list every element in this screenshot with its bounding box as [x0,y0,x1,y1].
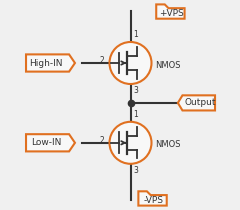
Text: 1: 1 [134,110,138,119]
Text: Output: Output [184,98,216,107]
Text: 2: 2 [100,136,104,145]
Text: 3: 3 [134,166,138,175]
Polygon shape [138,191,167,206]
Polygon shape [26,134,75,151]
Polygon shape [156,4,185,19]
Text: High-IN: High-IN [29,59,63,67]
Circle shape [109,42,151,84]
Text: 3: 3 [134,86,138,95]
Text: NMOS: NMOS [155,61,180,70]
Polygon shape [178,95,215,110]
Text: +VPS: +VPS [159,9,184,18]
Polygon shape [26,54,75,72]
Text: -VPS: -VPS [144,196,163,205]
Text: Low-IN: Low-IN [31,138,61,147]
Text: 1: 1 [134,30,138,39]
Text: 2: 2 [100,56,104,65]
Circle shape [109,122,151,164]
Text: NMOS: NMOS [155,140,180,149]
